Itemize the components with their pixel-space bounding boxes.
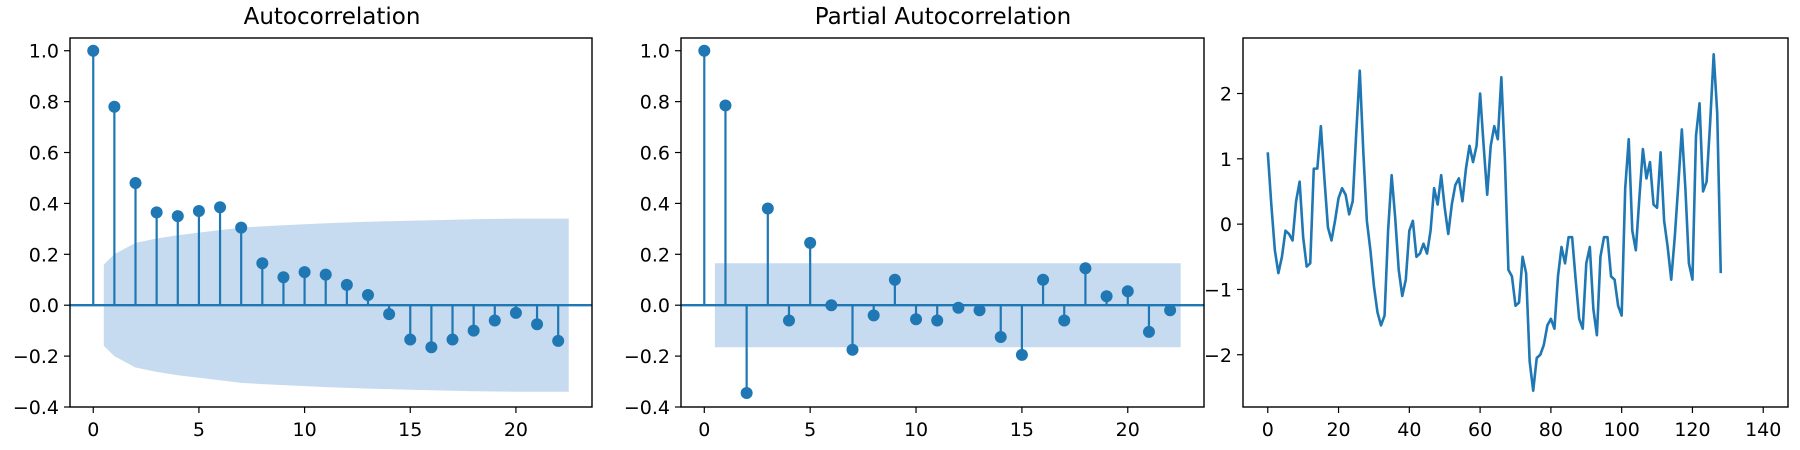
plot-frame [680, 37, 1205, 408]
stem-marker [214, 201, 227, 214]
x-tick-label: 140 [1745, 419, 1781, 441]
stem-marker [761, 202, 774, 215]
plot-frame [1242, 37, 1789, 408]
x-tick-label: 0 [1262, 419, 1274, 441]
stem-marker [509, 306, 522, 319]
acf-panel: Autocorrelation 0 5 10 15 201.00.80.60.40.20… [13, 4, 593, 441]
stem-marker [467, 324, 480, 337]
y-tick-label: −0.4 [624, 397, 670, 419]
stem-marker [319, 268, 332, 281]
stem-marker [867, 309, 880, 322]
y-tick-label: 1.0 [29, 41, 59, 63]
y-tick-label: 2 [1220, 84, 1232, 106]
y-tick-label: −2 [1204, 345, 1232, 367]
x-tick-label: 10 [904, 419, 928, 441]
series-plot-area: 0 20 40 60 80 100 120 140 2 1 0 −1 −2 [1204, 37, 1789, 441]
y-tick-label: −0.4 [13, 397, 59, 419]
x-tick-label: 60 [1468, 419, 1492, 441]
stem-marker [340, 278, 353, 291]
y-tick-label: −1 [1204, 279, 1232, 301]
y-tick-label: 1.0 [640, 41, 670, 63]
y-tick-label: 0.0 [29, 295, 59, 317]
x-tick-label: 20 [1116, 419, 1140, 441]
x-tick-label: 0 [87, 419, 99, 441]
stem-marker [740, 387, 753, 400]
stem-marker [1037, 273, 1050, 286]
stem-marker [1100, 290, 1113, 303]
stem-marker [531, 318, 544, 331]
stem-marker [910, 313, 923, 326]
stem-marker [87, 44, 100, 57]
x-tick-label: 15 [398, 419, 422, 441]
stem-marker [1164, 304, 1177, 317]
x-tick-label: 120 [1674, 419, 1710, 441]
stem-marker [256, 257, 269, 270]
x-tick-label: 40 [1397, 419, 1421, 441]
y-tick-label: 0.0 [640, 295, 670, 317]
stem-marker [488, 314, 501, 327]
stem-marker [782, 314, 795, 327]
y-tick-label: 0.6 [29, 143, 59, 165]
stem-marker [383, 308, 396, 321]
y-tick-label: 0.2 [29, 244, 59, 266]
stem-marker [973, 304, 986, 317]
stem-marker [192, 205, 205, 218]
stem-marker [1079, 262, 1092, 275]
stem-marker [150, 206, 163, 219]
x-tick-label: 5 [193, 419, 205, 441]
y-tick-label: 0.8 [29, 92, 59, 114]
stem-marker [888, 273, 901, 286]
y-tick-label: 0.2 [640, 244, 670, 266]
stem-marker [277, 271, 290, 284]
stem-marker [1121, 285, 1134, 298]
stem-marker [1058, 314, 1071, 327]
y-tick-label: −0.2 [13, 346, 59, 368]
y-tick-label: 1 [1220, 149, 1232, 171]
stem-marker [719, 99, 732, 112]
y-tick-label: 0 [1220, 214, 1232, 236]
stem-marker [298, 266, 311, 279]
acf-plot-area: 0 5 10 15 20 1.0 0.8 0.6 0.4 0.2 0.0 −0.2 −0.4 [13, 37, 593, 441]
y-tick-label: 0.4 [640, 193, 670, 215]
x-tick-label: 5 [804, 419, 816, 441]
stem-marker [235, 221, 248, 234]
stem-marker [804, 236, 817, 249]
series-panel: 0 20 40 60 80 100 120 140 2 1 0 −1 −2 [1204, 37, 1789, 441]
y-tick-label: 0.6 [640, 143, 670, 165]
y-tick-label: 0.4 [29, 193, 59, 215]
x-tick-label: 15 [1010, 419, 1034, 441]
y-tick-label: −0.2 [624, 346, 670, 368]
stem-marker [952, 301, 965, 314]
stem-marker [994, 331, 1007, 344]
stem-marker [1015, 348, 1028, 361]
stem-marker [108, 100, 121, 113]
pacf-title: Partial Autocorrelation [815, 4, 1071, 30]
stem-marker [825, 299, 838, 312]
acf-title: Autocorrelation [244, 4, 421, 30]
x-tick-label: 20 [1326, 419, 1350, 441]
pacf-plot-area: 0 5 10 15 20 1.0 0.8 0.6 0.4 0.2 0.0 −0.2 −0.4 [624, 37, 1205, 441]
series-line [1266, 53, 1723, 392]
stem-marker [931, 314, 944, 327]
x-tick-label: 80 [1539, 419, 1563, 441]
stem-marker [171, 210, 184, 223]
pacf-panel: Partial Autocorrelation 0 5 10 15 20 1.0 0.8 0.… [624, 4, 1205, 441]
stem-marker [552, 334, 565, 347]
stem-marker [361, 289, 374, 302]
x-tick-label: 100 [1604, 419, 1640, 441]
x-tick-label: 10 [292, 419, 316, 441]
stem-marker [698, 44, 711, 57]
stem-marker [404, 333, 417, 346]
stem-marker [446, 333, 459, 346]
stem-marker [425, 341, 438, 354]
y-tick-label: 0.8 [640, 92, 670, 114]
stem-marker [129, 177, 142, 190]
stem-marker [1142, 325, 1155, 338]
stem-marker [846, 343, 859, 356]
x-tick-label: 20 [504, 419, 528, 441]
x-tick-label: 0 [698, 419, 710, 441]
plot-frame [69, 37, 593, 408]
